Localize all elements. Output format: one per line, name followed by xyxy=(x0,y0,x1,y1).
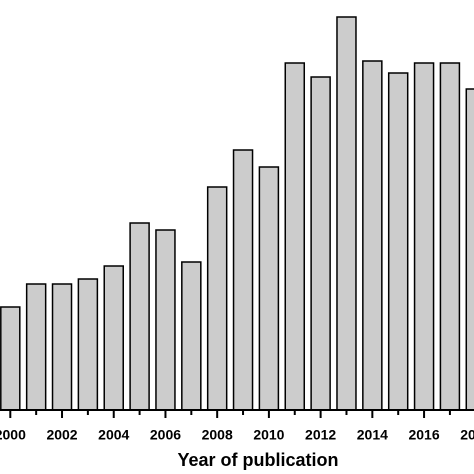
bar xyxy=(258,166,280,411)
x-tick-label: 2014 xyxy=(357,427,388,443)
bar xyxy=(310,76,331,411)
x-tick-label: 2000 xyxy=(0,427,26,443)
bar xyxy=(0,306,21,411)
bar xyxy=(129,222,150,411)
bar xyxy=(387,72,409,411)
x-tick-label: 2016 xyxy=(408,427,439,443)
bar xyxy=(284,62,306,411)
x-tick-label: 2018 xyxy=(460,427,474,443)
bar xyxy=(439,62,461,411)
bar xyxy=(25,283,47,411)
x-tick-label: 2002 xyxy=(46,427,77,443)
x-axis-title: Year of publication xyxy=(177,450,338,470)
x-tick-label: 2008 xyxy=(202,427,233,443)
bar xyxy=(232,149,254,411)
bar xyxy=(155,229,176,411)
bar xyxy=(181,261,202,411)
x-tick-label: 2004 xyxy=(98,427,129,443)
bar xyxy=(413,62,435,411)
bar xyxy=(77,278,99,411)
bar xyxy=(336,16,357,411)
x-tick-label: 2010 xyxy=(253,427,284,443)
bar xyxy=(362,60,383,411)
bar xyxy=(51,283,73,411)
x-tick-label: 2006 xyxy=(150,427,181,443)
bar xyxy=(103,265,124,411)
x-tick-label: 2012 xyxy=(305,427,336,443)
bar xyxy=(465,88,474,411)
bar xyxy=(206,186,228,411)
